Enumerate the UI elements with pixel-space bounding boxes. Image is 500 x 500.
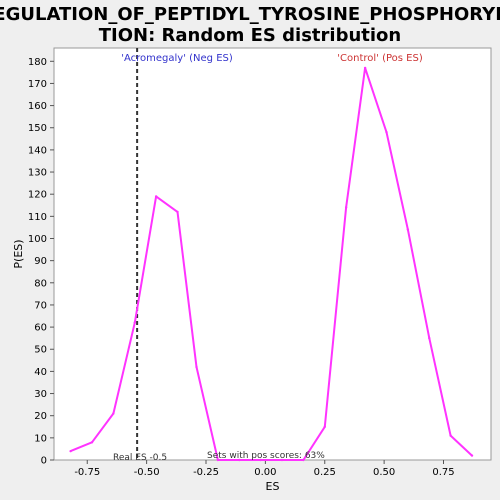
y-tick-label: 70 [34, 300, 47, 311]
series-point [69, 449, 72, 453]
series-point [449, 434, 452, 437]
series-point [154, 195, 158, 198]
series-point [259, 458, 262, 462]
series-point [176, 210, 179, 214]
y-tick-label: 50 [34, 345, 47, 356]
y-tick-label: 140 [28, 145, 47, 156]
y-tick-label: 170 [28, 79, 47, 90]
y-tick-label: 120 [28, 190, 47, 201]
y-tick-label: 160 [28, 101, 47, 112]
y-tick-label: 10 [34, 433, 47, 444]
y-tick-label: 110 [28, 212, 47, 223]
series-line [70, 66, 473, 461]
x-tick-label: -0.75 [74, 467, 100, 478]
series-point [133, 321, 136, 324]
y-tick-label: 0 [41, 456, 47, 467]
pos-es-label: 'Control' (Pos ES) [337, 53, 423, 64]
y-tick-label: 30 [34, 389, 47, 400]
series-point [428, 336, 431, 340]
y-axis: 0 10 20 30 40 50 60 70 80 90 100 110 120 130 140 150 160… [28, 57, 54, 467]
y-tick-label: 130 [28, 168, 47, 179]
x-axis-label: ES [266, 480, 280, 493]
x-tick-label: 0.50 [373, 467, 395, 478]
y-tick-label: 90 [34, 256, 47, 267]
series-point [323, 425, 326, 428]
series-point [280, 458, 284, 462]
x-tick-label: 0.75 [432, 467, 454, 478]
series-point [216, 458, 220, 462]
x-tick-label: -0.25 [193, 467, 219, 478]
series-point [238, 458, 241, 462]
y-tick-label: 180 [28, 57, 47, 68]
plot-area [53, 47, 492, 461]
real-es-label: Real ES -0.5 [113, 453, 167, 463]
series-point [90, 441, 94, 444]
x-tick-label: 0.00 [254, 467, 276, 478]
pos-scores-label: Sets with pos scores: 63% [207, 451, 325, 461]
y-axis-label: P(ES) [12, 239, 25, 268]
series-point [406, 228, 410, 231]
y-tick-label: 100 [28, 234, 47, 245]
series-point [363, 66, 367, 70]
y-tick-label: 20 [34, 411, 47, 422]
series-point [344, 206, 348, 209]
y-tick-label: 80 [34, 278, 47, 289]
x-tick-label: 0.25 [314, 467, 336, 478]
y-tick-label: 60 [34, 323, 47, 334]
series-point [470, 454, 474, 457]
x-axis: -0.75 -0.50 -0.25 0.00 0.25 0.50 0.75 [74, 460, 455, 478]
series-points [69, 66, 474, 462]
y-tick-label: 150 [28, 123, 47, 134]
y-tick-label: 40 [34, 367, 47, 378]
series-point [195, 365, 198, 369]
series-point [112, 412, 115, 415]
x-tick-label: -0.50 [134, 467, 160, 478]
series-point [302, 458, 305, 462]
chart-title-line-1: REGULATION_OF_PEPTIDYL_TYROSINE_PHOSPHOR… [0, 4, 500, 25]
series-point [385, 130, 388, 134]
neg-es-label: 'Acromegaly' (Neg ES) [121, 53, 233, 64]
chart-title-line-2: TION: Random ES distribution [99, 25, 402, 46]
